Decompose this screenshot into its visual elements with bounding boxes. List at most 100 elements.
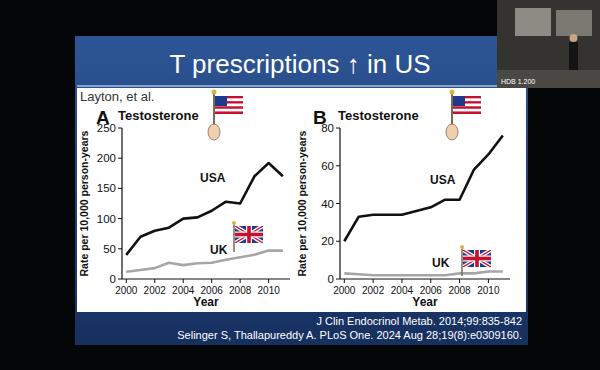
x-tick: [344, 279, 345, 283]
y-axis-label: Rate per 10,000 person-years: [296, 130, 308, 276]
inset-floor: [497, 70, 600, 88]
x-tick-label: 2000: [115, 285, 138, 296]
y-tick-label: 0: [110, 273, 116, 285]
flag-stripe: [453, 106, 481, 109]
x-tick: [211, 279, 212, 283]
flag-cross: [235, 233, 263, 237]
x-tick-label: 2000: [333, 285, 356, 296]
y-tick-label: 50: [103, 243, 116, 255]
flag-cross: [463, 257, 491, 261]
flag-canton: [453, 96, 465, 106]
x-tick-label: 2004: [391, 285, 414, 296]
pole-ball: [212, 90, 217, 95]
x-tick: [401, 279, 402, 283]
flag-body: [235, 226, 263, 243]
flag-stripe: [453, 109, 481, 112]
x-tick-label: 2002: [362, 285, 385, 296]
x-tick: [268, 279, 269, 283]
pole-ball: [460, 245, 464, 249]
flag-stripe: [215, 109, 243, 112]
x-tick-label: 2004: [172, 285, 195, 296]
slide: [75, 36, 528, 345]
flag-pole: [233, 224, 235, 252]
y-tick: [336, 203, 340, 204]
y-axis: [121, 128, 122, 279]
y-tick-label: 250: [97, 122, 116, 134]
flag-hand: [208, 124, 220, 140]
series-line: [126, 163, 283, 255]
x-tick: [488, 279, 489, 283]
y-axis-label: Rate per 10,000 person-years: [78, 130, 90, 276]
us-flag: [208, 90, 243, 141]
chart-title: Testosterone: [338, 108, 419, 123]
flag-saltire: [463, 250, 491, 267]
flag-pole: [461, 248, 463, 276]
series-line: [344, 136, 502, 242]
flag-saltire: [235, 226, 263, 243]
flag-saltire: [463, 250, 491, 267]
data-layer: [344, 136, 502, 276]
flag-stripe: [215, 111, 243, 114]
x-tick-label: 2010: [258, 285, 281, 296]
y-tick: [118, 158, 122, 159]
x-tick: [240, 279, 241, 283]
flag-saltire: [235, 226, 263, 243]
flag-saltire: [463, 250, 491, 267]
flag-hand: [446, 124, 458, 140]
pole-ball: [232, 221, 236, 225]
inset-screen: [515, 8, 551, 36]
series-label: USA: [430, 173, 456, 187]
background: [0, 0, 600, 370]
y-tick: [336, 165, 340, 166]
flag-body: [463, 250, 491, 267]
x-tick-label: 2010: [477, 285, 500, 296]
y-tick: [336, 241, 340, 242]
title-rule: [77, 85, 528, 87]
x-tick: [373, 279, 374, 283]
y-tick: [118, 279, 122, 280]
flag-stripe: [215, 106, 243, 109]
citation: Selinger S, Thallapureddy A. PLoS One. 2…: [177, 329, 522, 341]
series-label: UK: [210, 243, 228, 257]
x-tick: [183, 279, 184, 283]
x-tick: [459, 279, 460, 283]
series-line: [344, 271, 502, 275]
chart-panel: BTestosterone020406080200020022004200620…: [296, 90, 510, 310]
y-tick: [118, 248, 122, 249]
series-line: [126, 251, 283, 272]
uk-flag: [460, 245, 491, 276]
x-tick-label: 2002: [144, 285, 167, 296]
chart-title: Testosterone: [118, 108, 199, 123]
y-tick: [118, 218, 122, 219]
y-tick-label: 0: [328, 273, 334, 285]
pole-ball: [450, 90, 455, 95]
y-tick: [118, 188, 122, 189]
y-tick-label: 60: [321, 160, 334, 172]
y-tick-label: 40: [321, 198, 334, 210]
inset-screen: [556, 10, 592, 36]
x-axis: [122, 278, 290, 279]
y-tick-label: 20: [321, 235, 334, 247]
video-inset: HDB 1.200: [497, 0, 600, 88]
series-label: UK: [432, 256, 450, 270]
x-axis-label: Year: [193, 295, 219, 309]
flag-saltire: [235, 226, 263, 243]
slide-canvas: T prescriptions ↑ in USLayton, et al.J C…: [0, 0, 600, 370]
x-tick: [154, 279, 155, 283]
inset-label: HDB 1.200: [501, 78, 535, 85]
inset-frame: [497, 0, 600, 88]
x-axis: [340, 278, 510, 279]
chart-panel: ATestosterone050100150200250200020022004…: [78, 90, 290, 310]
us-flag: [446, 90, 481, 141]
y-tick-label: 200: [97, 152, 116, 164]
flag-field: [463, 250, 491, 267]
slide-title: T prescriptions ↑ in US: [169, 49, 430, 79]
y-tick-label: 100: [97, 213, 116, 225]
y-tick: [336, 279, 340, 280]
content-area: [77, 88, 526, 312]
flag-stripe: [453, 111, 481, 114]
author: Layton, et al.: [80, 89, 154, 104]
inset-person-head: [570, 34, 578, 42]
data-layer: [126, 163, 283, 272]
flag-saltire: [235, 226, 263, 243]
